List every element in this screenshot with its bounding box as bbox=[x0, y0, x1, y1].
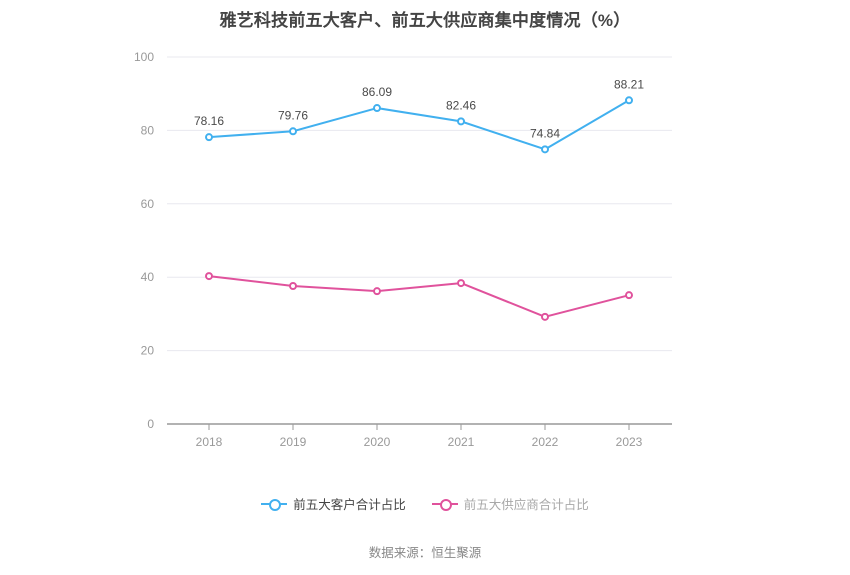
data-point[interactable] bbox=[457, 279, 465, 288]
data-point[interactable] bbox=[457, 117, 465, 126]
legend-label-customer: 前五大客户合计占比 bbox=[293, 498, 406, 512]
legend-item-customer[interactable]: 前五大客户合计占比 bbox=[261, 494, 406, 513]
data-point[interactable] bbox=[625, 291, 633, 300]
data-point[interactable] bbox=[625, 96, 633, 105]
supplier-points bbox=[205, 272, 633, 321]
customer-value-labels: 78.16 79.76 86.09 82.46 74.84 88.21 bbox=[194, 77, 644, 140]
data-point-label: 74.84 bbox=[530, 126, 560, 140]
customer-polyline bbox=[208, 99, 630, 151]
series-customer-line: 78.16 79.76 86.09 82.46 74.84 88.21 bbox=[194, 77, 644, 154]
y-label-100: 100 bbox=[134, 50, 154, 64]
data-point[interactable] bbox=[289, 282, 297, 291]
x-label-2019: 2019 bbox=[280, 435, 307, 449]
gridlines bbox=[167, 56, 672, 352]
data-point-label: 86.09 bbox=[362, 85, 392, 99]
y-label-40: 40 bbox=[141, 270, 155, 284]
x-label-2022: 2022 bbox=[532, 435, 559, 449]
x-label-2020: 2020 bbox=[364, 435, 391, 449]
data-point[interactable] bbox=[205, 272, 213, 281]
x-axis-labels: 2018 2019 2020 2021 2022 2023 bbox=[196, 435, 643, 449]
data-point-label: 78.16 bbox=[194, 114, 224, 128]
data-point-label: 79.76 bbox=[278, 108, 308, 122]
data-point[interactable] bbox=[541, 145, 549, 154]
data-point[interactable] bbox=[373, 104, 381, 113]
legend-label-supplier: 前五大供应商合计占比 bbox=[463, 498, 589, 512]
data-point[interactable] bbox=[541, 312, 549, 321]
source-note: 数据来源：恒生聚源 bbox=[368, 546, 482, 560]
y-label-80: 80 bbox=[141, 123, 155, 137]
customer-points bbox=[205, 96, 633, 154]
data-point-label: 88.21 bbox=[614, 77, 644, 91]
x-label-2021: 2021 bbox=[448, 435, 475, 449]
supplier-polyline bbox=[208, 275, 630, 318]
series-supplier-line bbox=[205, 272, 633, 321]
plot-area: 100 80 60 40 20 0 2018 2019 2020 2021 20… bbox=[134, 50, 672, 449]
data-point[interactable] bbox=[289, 127, 297, 136]
y-label-60: 60 bbox=[141, 197, 155, 211]
y-label-0: 0 bbox=[147, 417, 154, 431]
y-label-20: 20 bbox=[141, 344, 155, 358]
data-point-label: 82.46 bbox=[446, 98, 476, 112]
chart-plot-svg: 100 80 60 40 20 0 2018 2019 2020 2021 20… bbox=[134, 50, 672, 449]
data-point[interactable] bbox=[205, 133, 213, 142]
y-axis-labels: 100 80 60 40 20 0 bbox=[134, 50, 154, 431]
legend-marker-supplier-icon bbox=[431, 498, 458, 511]
x-axis bbox=[167, 423, 672, 430]
x-label-2023: 2023 bbox=[616, 435, 643, 449]
x-label-2018: 2018 bbox=[196, 435, 223, 449]
legend-item-supplier[interactable]: 前五大供应商合计占比 bbox=[431, 494, 589, 513]
data-point[interactable] bbox=[373, 287, 381, 296]
legend-marker-customer-icon bbox=[261, 498, 288, 511]
chart-title: 雅艺科技前五大客户、前五大供应商集中度情况（%） bbox=[219, 11, 631, 30]
chart-legend: 前五大客户合计占比 前五大供应商合计占比 bbox=[0, 494, 850, 513]
